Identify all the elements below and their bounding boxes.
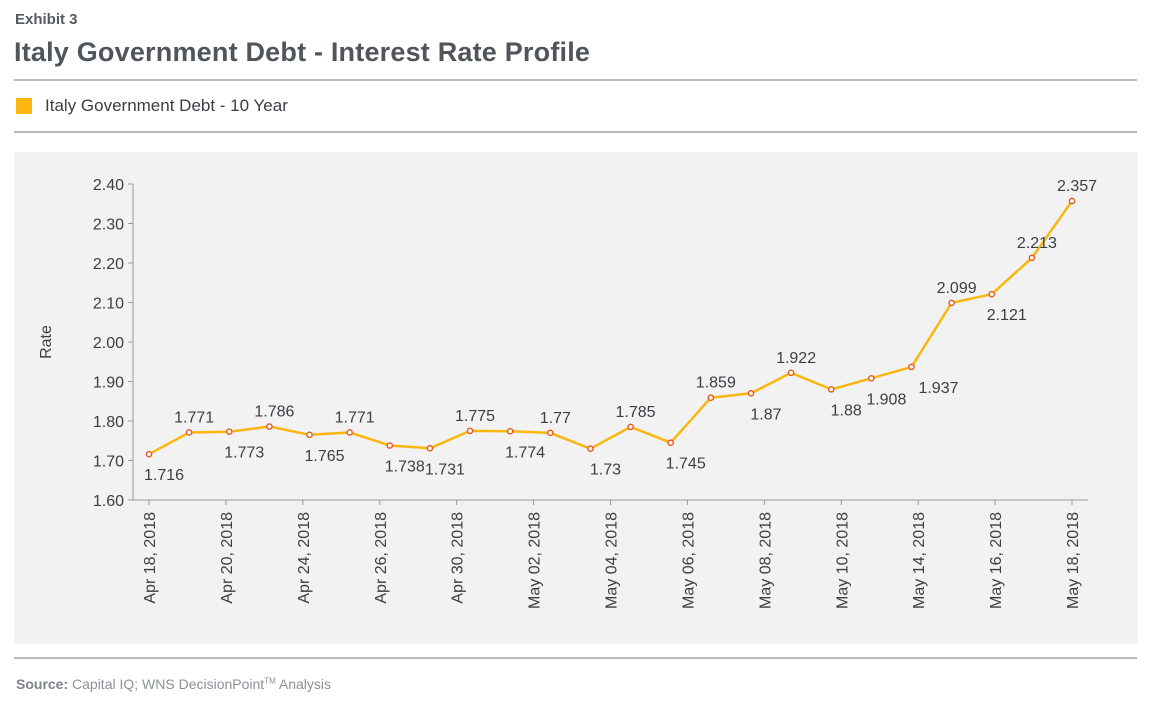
trademark-mark: TM bbox=[264, 676, 276, 686]
data-point bbox=[667, 439, 674, 447]
y-tick-label: 2.10 bbox=[93, 296, 124, 313]
x-tick-label: May 10, 2018 bbox=[834, 512, 851, 609]
x-tick-label: May 14, 2018 bbox=[911, 512, 928, 609]
series-line bbox=[148, 200, 1074, 456]
data-label: 1.771 bbox=[174, 409, 214, 426]
legend: Italy Government Debt - 10 Year bbox=[16, 96, 288, 116]
x-tick-label: Apr 18, 2018 bbox=[142, 512, 159, 604]
data-point bbox=[1028, 254, 1036, 262]
title-divider bbox=[14, 79, 1137, 81]
chart-title: Italy Government Debt - Interest Rate Pr… bbox=[14, 37, 591, 67]
data-label: 1.87 bbox=[750, 406, 781, 423]
y-axis-label: Rate bbox=[38, 325, 55, 359]
data-label: 1.716 bbox=[144, 467, 184, 484]
data-point bbox=[506, 427, 514, 435]
data-label: 1.738 bbox=[385, 458, 425, 475]
data-label: 1.745 bbox=[666, 456, 706, 473]
data-label: 1.774 bbox=[505, 444, 545, 461]
data-label: 1.785 bbox=[616, 404, 656, 421]
x-tick-label: May 18, 2018 bbox=[1065, 512, 1082, 609]
data-point bbox=[827, 386, 835, 393]
y-tick-label: 1.80 bbox=[93, 414, 124, 431]
footer-divider bbox=[14, 657, 1137, 659]
data-point bbox=[787, 369, 795, 377]
x-tick-label: Apr 30, 2018 bbox=[450, 512, 467, 604]
data-label: 1.771 bbox=[335, 409, 375, 426]
data-point bbox=[306, 431, 313, 439]
legend-swatch bbox=[16, 98, 32, 114]
x-tick-label: Apr 24, 2018 bbox=[296, 512, 313, 604]
data-label: 1.786 bbox=[254, 404, 294, 421]
x-tick-label: Apr 26, 2018 bbox=[373, 512, 390, 604]
source-suffix: Analysis bbox=[275, 676, 332, 692]
data-point bbox=[547, 429, 554, 437]
data-point bbox=[225, 428, 233, 435]
legend-label: Italy Government Debt - 10 Year bbox=[45, 96, 288, 115]
data-label: 1.859 bbox=[696, 375, 736, 392]
data-label: 1.908 bbox=[866, 391, 906, 408]
legend-divider bbox=[14, 131, 1137, 133]
data-label: 1.731 bbox=[425, 461, 465, 478]
line-chart: 1.60 1.70 1.80 1.90 2.00 2.10 2.20 2.30 2.40 Rate… bbox=[38, 177, 1097, 609]
x-tick-label: May 04, 2018 bbox=[604, 512, 621, 609]
data-label: 1.77 bbox=[540, 410, 571, 427]
x-tick-label: May 08, 2018 bbox=[757, 512, 774, 609]
data-label: 2.099 bbox=[937, 280, 977, 297]
data-label: 2.357 bbox=[1057, 178, 1097, 195]
y-tick-label: 1.90 bbox=[93, 375, 124, 392]
data-point bbox=[466, 427, 474, 435]
data-point bbox=[707, 394, 715, 401]
exhibit-label: Exhibit 3 bbox=[15, 11, 78, 28]
x-tick-label: Apr 20, 2018 bbox=[219, 512, 236, 604]
data-label: 2.213 bbox=[1017, 235, 1057, 252]
y-tick-label: 2.00 bbox=[93, 335, 124, 352]
source-label: Source: bbox=[16, 676, 69, 692]
data-label: 1.775 bbox=[455, 408, 495, 425]
x-tick-label: May 02, 2018 bbox=[527, 512, 544, 609]
data-point bbox=[1068, 197, 1076, 205]
data-point bbox=[185, 429, 193, 436]
data-label: 1.773 bbox=[224, 445, 264, 462]
data-point bbox=[908, 363, 915, 371]
data-point bbox=[426, 444, 434, 452]
chart-panel: 1.60 1.70 1.80 1.90 2.00 2.10 2.20 2.30 2.40 Rate… bbox=[14, 152, 1138, 644]
data-point bbox=[386, 442, 394, 449]
y-tick-label: 2.40 bbox=[93, 177, 124, 194]
y-tick-label: 1.60 bbox=[93, 493, 124, 510]
data-label: 1.765 bbox=[304, 448, 344, 465]
data-point bbox=[747, 390, 755, 397]
source-text: Capital IQ; WNS DecisionPoint bbox=[72, 676, 265, 692]
data-point bbox=[988, 290, 996, 298]
data-label: 1.922 bbox=[776, 350, 816, 367]
data-point bbox=[587, 445, 594, 452]
data-label: 1.88 bbox=[831, 402, 862, 419]
y-tick-label: 2.30 bbox=[93, 217, 124, 234]
data-point bbox=[627, 423, 634, 431]
data-point bbox=[868, 375, 875, 382]
data-point bbox=[266, 423, 273, 430]
source-note: Source: Capital IQ; WNS DecisionPointTM … bbox=[16, 676, 331, 692]
data-label: 1.73 bbox=[590, 462, 621, 479]
y-tick-label: 2.20 bbox=[93, 256, 124, 273]
data-point bbox=[948, 299, 955, 307]
x-tick-label: May 16, 2018 bbox=[988, 512, 1005, 609]
data-label: 2.121 bbox=[987, 307, 1027, 324]
data-point bbox=[145, 450, 153, 458]
x-tick-label: May 06, 2018 bbox=[680, 512, 697, 609]
data-label: 1.937 bbox=[918, 380, 958, 397]
y-tick-label: 1.70 bbox=[93, 454, 124, 471]
data-point bbox=[346, 429, 353, 436]
